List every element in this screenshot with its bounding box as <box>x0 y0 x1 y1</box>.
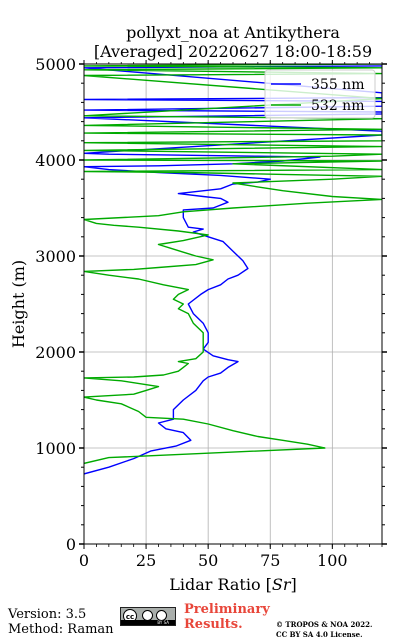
axis-ticks <box>79 60 387 549</box>
plot-frame <box>83 63 383 545</box>
preliminary-line-1: Preliminary <box>184 602 270 617</box>
copyright-notice: © TROPOS & NOA 2022. CC BY SA 4.0 Licens… <box>276 620 372 640</box>
legend-label: 532 nm <box>311 98 364 114</box>
y-tick-label: 2000 <box>35 343 76 362</box>
chart-title: pollyxt_noa at Antikythera <box>126 23 340 42</box>
y-tick-label: 5000 <box>35 55 76 74</box>
grid-lines <box>84 64 382 544</box>
x-tick-label: 25 <box>136 551 156 570</box>
x-tick-label: 50 <box>198 551 218 570</box>
cc-license-badge: cc BY SA <box>120 607 176 626</box>
copyright-line-1: © TROPOS & NOA 2022. <box>276 620 373 629</box>
y-tick-label: 3000 <box>35 247 76 266</box>
y-axis-label: Height (m) <box>9 260 28 348</box>
y-tick-label: 1000 <box>35 439 76 458</box>
series-line-532nm <box>84 64 382 465</box>
version-text: Version: 3.5 <box>8 607 87 622</box>
y-tick-label: 0 <box>66 535 76 554</box>
x-tick-label: 0 <box>79 551 89 570</box>
x-tick-label: 75 <box>260 551 280 570</box>
legend-box <box>264 69 376 119</box>
y-tick-label: 4000 <box>35 151 76 170</box>
x-tick-label: 100 <box>317 551 348 570</box>
legend-label: 355 nm <box>311 77 364 93</box>
copyright-line-2: CC BY SA 4.0 License. <box>276 630 363 639</box>
x-axis-label: Lidar Ratio [Sr] <box>169 575 297 594</box>
series-lines <box>84 64 382 475</box>
method-text: Method: Raman <box>8 622 114 637</box>
cc-icon: cc <box>123 609 137 623</box>
chart-subtitle: [Averaged] 20220627 18:00-18:59 <box>93 42 373 61</box>
legend: 355 nm 532 nm <box>264 69 376 119</box>
preliminary-line-2: Results. <box>184 617 243 632</box>
license-strip: BY SA <box>121 620 175 625</box>
preliminary-notice: Preliminary Results. <box>184 602 270 632</box>
